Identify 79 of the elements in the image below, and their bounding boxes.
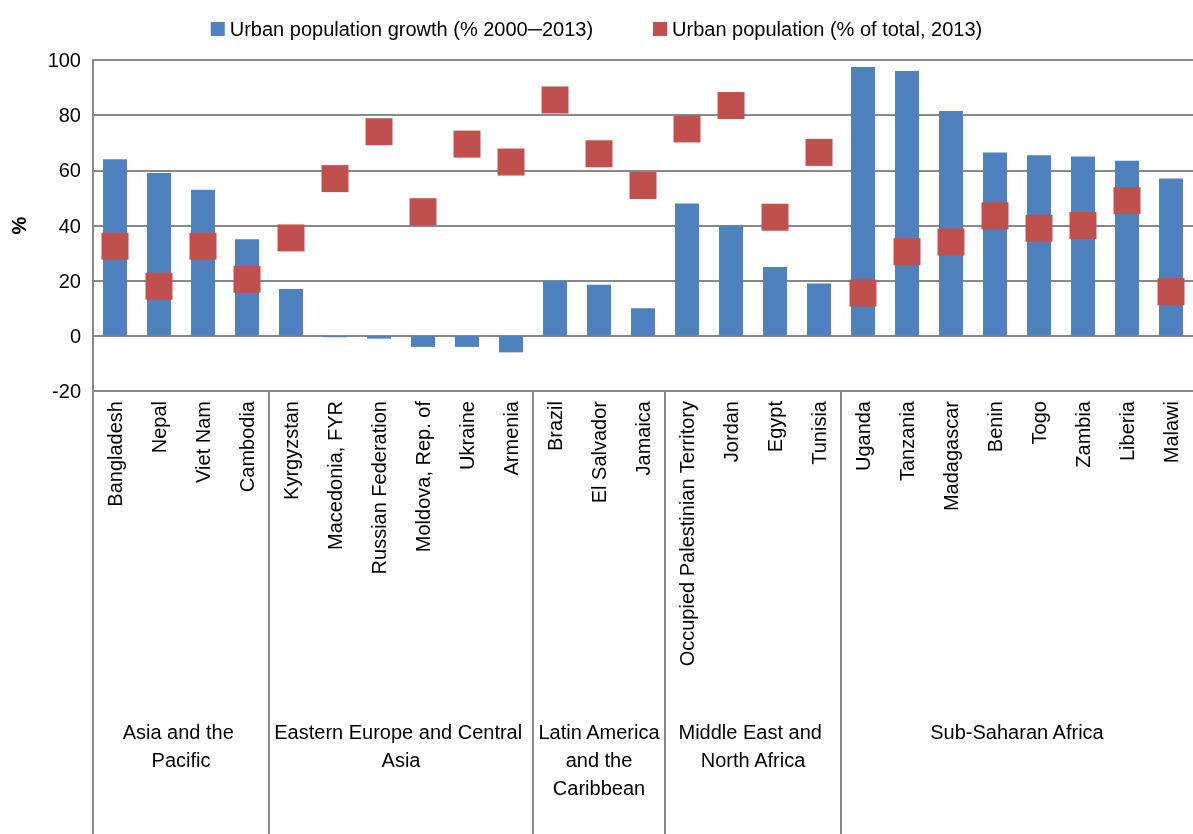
point xyxy=(1157,278,1185,306)
y-tick-label: -20 xyxy=(52,380,81,402)
legend-label: Urban population (% of total, 2013) xyxy=(672,18,983,40)
bar xyxy=(499,335,523,353)
x-tick-label: Malawi xyxy=(1160,401,1182,464)
bar xyxy=(851,66,875,336)
point xyxy=(761,203,789,231)
x-tick-label: Zambia xyxy=(1072,400,1094,468)
bar xyxy=(895,71,919,336)
point xyxy=(321,165,349,193)
x-tick-label: Macedonia, FYR xyxy=(324,401,346,550)
point xyxy=(629,172,657,199)
point xyxy=(145,272,173,300)
x-tick-label: Jamaica xyxy=(632,400,654,476)
point xyxy=(277,224,305,252)
point xyxy=(805,138,833,166)
text: Middle East and North Africa xyxy=(678,721,828,771)
bar xyxy=(675,203,699,336)
x-tick-label: Togo xyxy=(1028,401,1050,445)
point xyxy=(541,86,569,114)
x-tick-label: Benin xyxy=(984,401,1006,453)
x-tick-label: Madagascar xyxy=(940,400,962,512)
x-tick-label: Kyrgyzstan xyxy=(280,401,302,500)
y-tick-label: 60 xyxy=(58,159,81,182)
x-tick-label: Tanzania xyxy=(896,400,918,482)
x-tick-label: Tunisia xyxy=(808,400,830,465)
y-tick-label: 100 xyxy=(47,49,81,71)
x-tick-label: Moldova, Rep. of xyxy=(412,400,434,553)
y-axis-title: % xyxy=(8,216,30,235)
text: Asia and the Pacific xyxy=(122,721,240,771)
bar xyxy=(455,335,479,347)
point xyxy=(585,140,613,168)
x-tick-label: El Salvador xyxy=(588,400,610,504)
x-tick-label: Armenia xyxy=(500,400,522,476)
text: Eastern Europe and Central Asia xyxy=(274,721,528,771)
point xyxy=(453,130,481,158)
x-tick-label: Brazil xyxy=(544,401,566,452)
point xyxy=(1113,187,1141,215)
x-tick-label: Bangladesh xyxy=(104,401,126,507)
point xyxy=(189,232,217,260)
point xyxy=(497,148,525,176)
y-tick-label: 80 xyxy=(58,104,81,127)
point xyxy=(1069,212,1097,239)
x-tick-label: Viet Nam xyxy=(192,401,214,483)
bar xyxy=(719,225,743,336)
bar xyxy=(631,308,655,336)
bar xyxy=(411,335,435,347)
x-tick-label: Jordan xyxy=(720,401,742,463)
y-tick-label: 20 xyxy=(58,269,81,292)
x-tick-label: Russian Federation xyxy=(368,401,390,575)
x-tick-label: Cambodia xyxy=(236,400,258,493)
point xyxy=(1025,214,1053,242)
point xyxy=(717,92,745,120)
bar xyxy=(587,284,611,336)
text: Latin America and the Caribbean xyxy=(538,721,661,799)
x-tick-label: Egypt xyxy=(764,400,786,453)
x-tick-label: Ukraine xyxy=(456,401,478,470)
point xyxy=(101,232,129,260)
point xyxy=(409,198,437,226)
y-tick-label: 0 xyxy=(69,324,81,347)
text: Sub-Saharan Africa xyxy=(930,721,1105,743)
point xyxy=(893,238,921,266)
x-tick-label: Uganda xyxy=(852,400,874,472)
point xyxy=(849,279,877,307)
point xyxy=(981,202,1009,230)
point xyxy=(233,265,261,293)
bar xyxy=(279,288,303,336)
y-tick-label: 40 xyxy=(58,214,81,237)
point xyxy=(365,118,393,146)
x-tick-label: Nepal xyxy=(148,401,170,454)
bar xyxy=(763,266,787,336)
bar xyxy=(367,335,391,339)
bar xyxy=(807,283,831,336)
point xyxy=(937,228,965,256)
x-tick-label: Occupied Palestinian Territory xyxy=(676,401,698,667)
x-tick-label: Liberia xyxy=(1116,400,1138,462)
bar xyxy=(543,280,567,336)
legend-label: Urban population growth (% 2000─2013) xyxy=(229,18,594,40)
point xyxy=(673,115,701,143)
